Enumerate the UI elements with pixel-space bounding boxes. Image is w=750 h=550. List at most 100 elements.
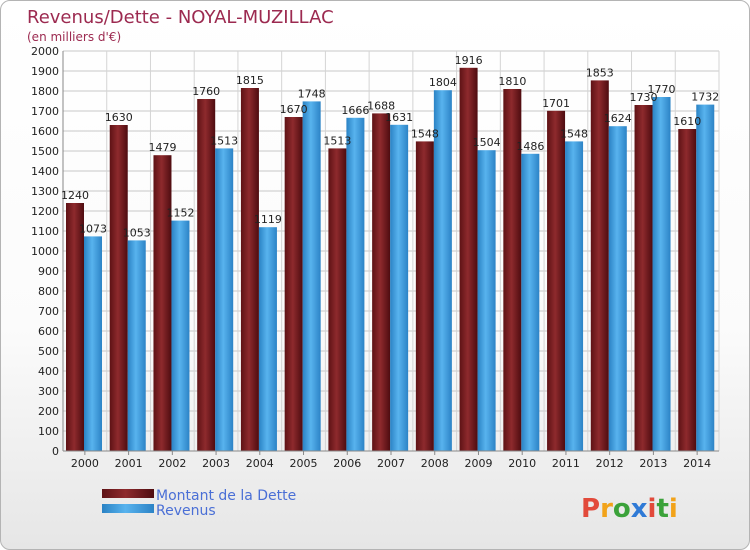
bar-revenus-2003 <box>215 148 234 451</box>
data-label-dette-2003: 1760 <box>192 85 220 98</box>
x-tick-label: 2013 <box>639 457 667 470</box>
bar-dette-2002 <box>153 155 172 451</box>
bar-dette-2001 <box>109 125 128 451</box>
x-tick-label: 2009 <box>464 457 492 470</box>
legend-swatch-revenus <box>102 504 154 513</box>
data-label-revenus-2002: 1152 <box>166 207 194 220</box>
y-tick-label: 1300 <box>31 185 59 198</box>
data-label-revenus-2007: 1631 <box>385 111 413 124</box>
data-label-revenus-2000: 1073 <box>79 222 107 235</box>
bar-revenus-2006 <box>346 117 365 452</box>
bar-revenus-2013 <box>652 97 671 451</box>
bar-dette-2011 <box>547 110 566 452</box>
data-label-dette-2002: 1479 <box>148 141 176 154</box>
y-tick-label: 1500 <box>31 145 59 158</box>
y-tick-label: 900 <box>38 265 59 278</box>
logo-letter: t <box>656 494 668 524</box>
bar-revenus-2004 <box>258 227 277 451</box>
bar-revenus-2007 <box>390 124 409 452</box>
bar-revenus-2002 <box>171 220 190 451</box>
y-tick-label: 1700 <box>31 105 59 118</box>
bar-dette-2004 <box>240 88 259 451</box>
y-tick-label: 1400 <box>31 165 59 178</box>
x-tick-label: 2006 <box>333 457 361 470</box>
data-label-revenus-2001: 1053 <box>123 226 151 239</box>
bar-revenus-2009 <box>477 150 496 451</box>
data-label-dette-2007: 1688 <box>367 99 395 112</box>
logo-letter: r <box>600 494 613 524</box>
y-tick-label: 1800 <box>31 85 59 98</box>
logo-letter: x <box>631 494 648 524</box>
y-tick-label: 2000 <box>31 45 59 58</box>
data-label-revenus-2013: 1770 <box>648 83 676 96</box>
data-label-dette-2013: 1730 <box>630 91 658 104</box>
y-tick-label: 1000 <box>31 245 59 258</box>
bar-dette-2003 <box>197 99 216 451</box>
data-label-revenus-2014: 1732 <box>691 91 719 104</box>
bar-dette-2006 <box>328 148 347 451</box>
x-tick-label: 2001 <box>115 457 143 470</box>
data-label-dette-2009: 1916 <box>455 54 483 67</box>
y-tick-label: 800 <box>38 285 59 298</box>
logo-letter: i <box>669 494 678 524</box>
data-label-dette-2012: 1853 <box>586 66 614 79</box>
x-tick-label: 2010 <box>508 457 536 470</box>
legend-swatch-dette <box>102 489 154 498</box>
data-label-dette-2005: 1670 <box>280 103 308 116</box>
y-tick-label: 500 <box>38 345 59 358</box>
data-label-revenus-2008: 1804 <box>429 76 457 89</box>
bar-revenus-2001 <box>127 240 146 451</box>
data-label-revenus-2010: 1486 <box>516 140 544 153</box>
logo-letter: o <box>613 494 631 524</box>
data-label-revenus-2004: 1119 <box>254 213 282 226</box>
data-label-dette-2000: 1240 <box>61 189 89 202</box>
data-label-dette-2011: 1701 <box>542 97 570 110</box>
x-tick-label: 2000 <box>71 457 99 470</box>
bars <box>66 67 715 452</box>
bar-revenus-2005 <box>302 101 321 452</box>
data-label-dette-2014: 1610 <box>673 115 701 128</box>
data-label-revenus-2006: 1666 <box>341 104 369 117</box>
bar-dette-2012 <box>590 80 609 452</box>
y-axis: 0 100 200 300 400 500 600 700 800 900 1000 1100 1200… <box>31 45 64 458</box>
logo-letter: i <box>648 494 657 524</box>
legend: Montant de la Dette Revenus <box>102 488 296 519</box>
x-tick-label: 2005 <box>290 457 318 470</box>
bar-revenus-2011 <box>565 141 584 451</box>
bar-revenus-2008 <box>433 90 452 451</box>
x-tick-label: 2014 <box>683 457 711 470</box>
bar-dette-2005 <box>284 117 303 451</box>
bar-dette-2008 <box>415 141 434 451</box>
data-label-revenus-2011: 1548 <box>560 127 588 140</box>
y-tick-label: 1100 <box>31 225 59 238</box>
y-tick-label: 400 <box>38 365 59 378</box>
data-label-revenus-2005: 1748 <box>298 87 326 100</box>
data-label-dette-2006: 1513 <box>323 134 351 147</box>
bar-dette-2010 <box>503 89 522 451</box>
bar-revenus-2012 <box>608 126 627 451</box>
logo-text: Proxiti <box>581 494 678 524</box>
y-tick-label: 200 <box>38 405 59 418</box>
proxiti-logo: Proxiti <box>581 494 678 524</box>
x-tick-label: 2004 <box>246 457 274 470</box>
bar-dette-2009 <box>459 67 478 452</box>
y-tick-label: 300 <box>38 385 59 398</box>
data-labels: 1240 1073 1630 1053 1479 1152 1760 1513 1815 1119… <box>61 54 719 240</box>
legend-label-dette: Montant de la Dette <box>156 488 296 504</box>
bar-dette-2000 <box>66 203 84 451</box>
x-tick-label: 2012 <box>596 457 624 470</box>
y-tick-label: 1600 <box>31 125 59 138</box>
bar-revenus-2000 <box>84 236 102 451</box>
x-tick-label: 2002 <box>158 457 186 470</box>
chart-title: Revenus/Dette - NOYAL-MUZILLAC <box>27 7 334 28</box>
logo-letter: P <box>581 494 600 524</box>
bar-revenus-2014 <box>696 104 715 451</box>
y-tick-label: 1200 <box>31 205 59 218</box>
x-axis: 2000 2001 2002 2003 2004 2005 2006 2007 2008 2009… <box>63 450 719 470</box>
data-label-revenus-2012: 1624 <box>604 112 632 125</box>
data-label-dette-2008: 1548 <box>411 127 439 140</box>
x-tick-label: 2008 <box>421 457 449 470</box>
y-tick-label: 700 <box>38 305 59 318</box>
